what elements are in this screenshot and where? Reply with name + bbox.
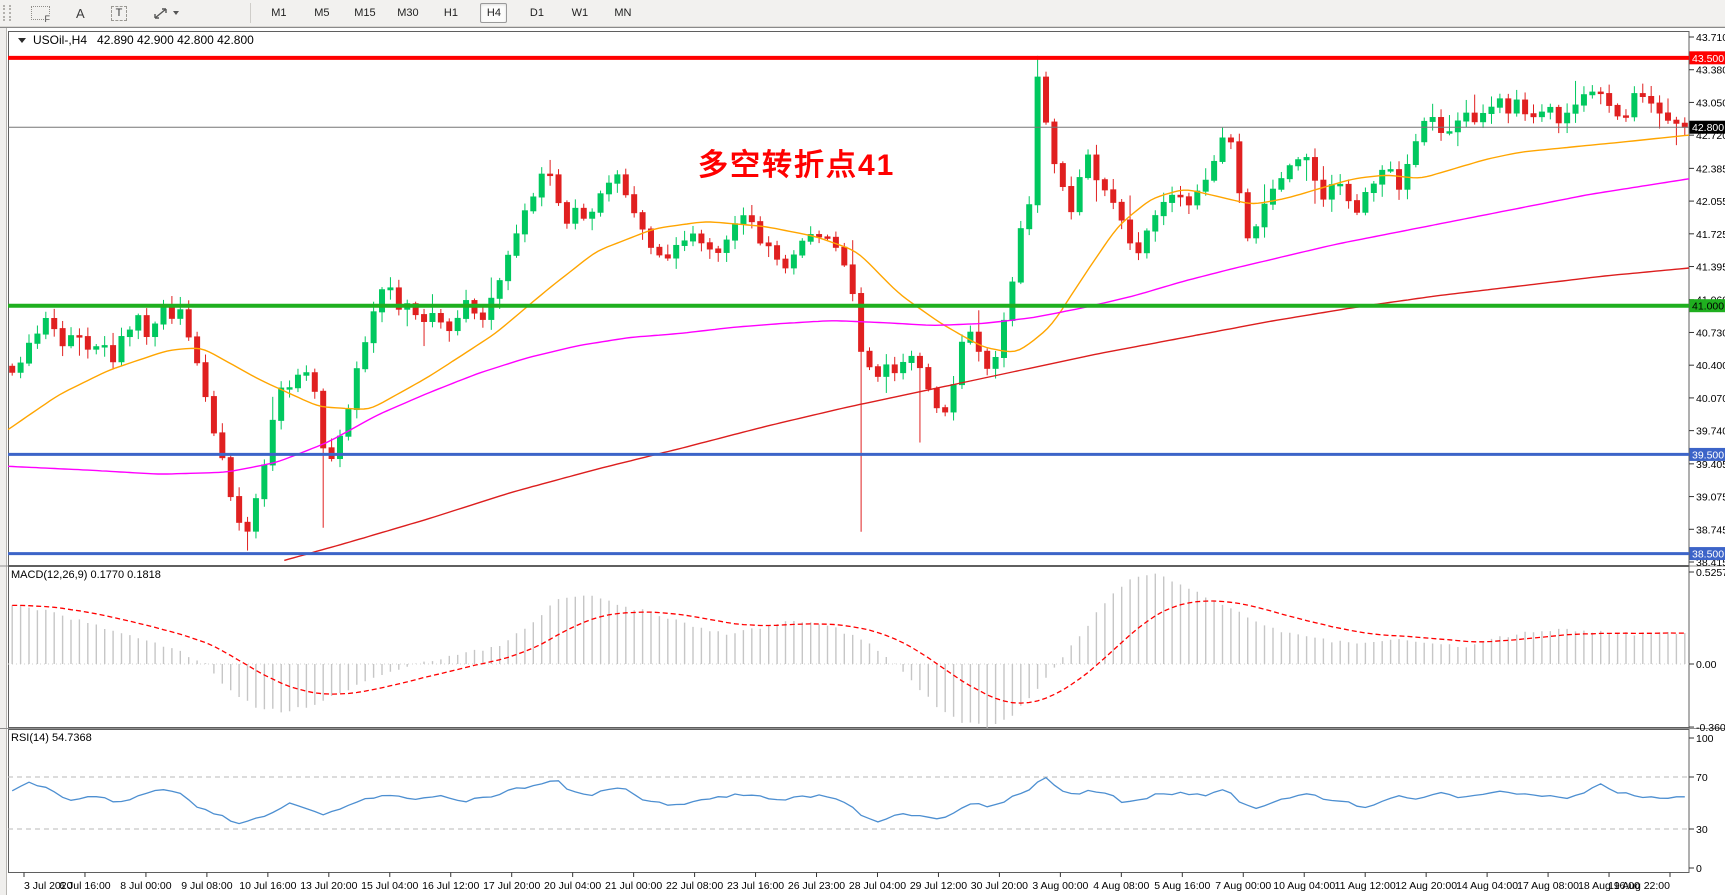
price-badge-38.500: 38.500 xyxy=(1690,547,1725,561)
timeframe-m5-button[interactable]: M5 xyxy=(308,3,335,23)
svg-text:42.385: 42.385 xyxy=(1696,163,1725,175)
svg-text:26 Jul 23:00: 26 Jul 23:00 xyxy=(788,880,845,892)
chart-annotation-text[interactable]: 多空转折点41 xyxy=(698,140,895,184)
svg-text:7 Aug 00:00: 7 Aug 00:00 xyxy=(1215,880,1271,892)
price-badge-43.500: 43.500 xyxy=(1690,51,1725,65)
svg-text:30: 30 xyxy=(1696,824,1708,836)
diagonal-arrows-icon xyxy=(153,7,168,20)
svg-text:41.725: 41.725 xyxy=(1696,229,1725,241)
rsi-line xyxy=(12,778,1685,824)
drawing-tools-button[interactable] xyxy=(150,3,182,23)
price-badge-42.800: 42.800 xyxy=(1690,121,1725,134)
toolbar: F A T M1 M5 M15 M30 H1 H4 D1 W1 MN xyxy=(0,0,1725,27)
svg-text:12 Aug 20:00: 12 Aug 20:00 xyxy=(1395,880,1457,892)
svg-text:9 Jul 08:00: 9 Jul 08:00 xyxy=(181,880,233,892)
svg-text:8 Jul 00:00: 8 Jul 00:00 xyxy=(120,880,172,892)
svg-text:0.00: 0.00 xyxy=(1696,659,1717,671)
svg-text:16 Jul 12:00: 16 Jul 12:00 xyxy=(422,880,479,892)
svg-text:43.500: 43.500 xyxy=(1692,53,1724,65)
svg-text:43.380: 43.380 xyxy=(1696,65,1725,77)
macd-indicator-label: MACD(12,26,9) 0.1770 0.1818 xyxy=(11,569,161,581)
svg-text:14 Aug 04:00: 14 Aug 04:00 xyxy=(1456,880,1518,892)
price-badge-39.500: 39.500 xyxy=(1690,448,1725,462)
macd-histogram xyxy=(12,574,1685,728)
timeframe-m30-button[interactable]: M30 xyxy=(394,3,421,23)
price-axis[interactable]: 43.71043.38043.05042.72042.38542.05541.7… xyxy=(1689,32,1725,875)
svg-text:13 Jul 20:00: 13 Jul 20:00 xyxy=(300,880,357,892)
svg-text:41.395: 41.395 xyxy=(1696,262,1725,274)
symbol-name: USOil-,H4 xyxy=(33,33,87,47)
svg-text:0.5257: 0.5257 xyxy=(1696,567,1725,579)
svg-text:23 Jul 16:00: 23 Jul 16:00 xyxy=(727,880,784,892)
letter-t-icon: T xyxy=(111,6,128,21)
dropdown-caret-icon xyxy=(173,11,179,15)
svg-text:21 Jul 00:00: 21 Jul 00:00 xyxy=(605,880,662,892)
svg-text:5 Aug 16:00: 5 Aug 16:00 xyxy=(1154,880,1210,892)
svg-text:4 Aug 08:00: 4 Aug 08:00 xyxy=(1093,880,1149,892)
toolbar-grip[interactable] xyxy=(3,5,11,21)
text-box-button[interactable]: T xyxy=(108,3,131,23)
timeframe-m15-button[interactable]: M15 xyxy=(351,3,378,23)
letter-a-icon: A xyxy=(76,6,85,21)
timeframe-h1-button[interactable]: H1 xyxy=(437,3,464,23)
timeframe-w1-button[interactable]: W1 xyxy=(566,3,593,23)
svg-text:3 Aug 00:00: 3 Aug 00:00 xyxy=(1032,880,1088,892)
svg-text:39.740: 39.740 xyxy=(1696,426,1725,438)
svg-text:28 Jul 04:00: 28 Jul 04:00 xyxy=(849,880,906,892)
svg-text:40.400: 40.400 xyxy=(1696,360,1725,372)
timeframe-h4-button[interactable]: H4 xyxy=(480,3,507,23)
svg-text:42.800: 42.800 xyxy=(1692,122,1724,134)
svg-text:38.500: 38.500 xyxy=(1692,549,1724,561)
svg-text:38.745: 38.745 xyxy=(1696,524,1725,536)
svg-text:70: 70 xyxy=(1696,772,1708,784)
macd-signal-line xyxy=(12,601,1685,703)
svg-text:42.055: 42.055 xyxy=(1696,196,1725,208)
svg-text:10 Aug 04:00: 10 Aug 04:00 xyxy=(1273,880,1335,892)
rsi-indicator-label: RSI(14) 54.7368 xyxy=(11,732,92,744)
text-label-button[interactable]: A xyxy=(73,3,88,23)
svg-text:43.050: 43.050 xyxy=(1696,97,1725,109)
svg-text:43.710: 43.710 xyxy=(1696,32,1725,44)
symbol-dropdown-icon[interactable] xyxy=(18,38,26,43)
grid-f-icon: F xyxy=(31,6,50,20)
price-badge-41.000: 41.000 xyxy=(1690,299,1725,313)
svg-text:20 Jul 04:00: 20 Jul 04:00 xyxy=(544,880,601,892)
svg-text:100: 100 xyxy=(1696,733,1714,745)
svg-text:40.730: 40.730 xyxy=(1696,327,1725,339)
svg-text:17 Jul 20:00: 17 Jul 20:00 xyxy=(483,880,540,892)
svg-text:19 Aug 22:00: 19 Aug 22:00 xyxy=(1608,880,1670,892)
svg-text:17 Aug 08:00: 17 Aug 08:00 xyxy=(1517,880,1579,892)
svg-text:10 Jul 16:00: 10 Jul 16:00 xyxy=(239,880,296,892)
toolbar-separator xyxy=(250,3,251,23)
timeframe-d1-button[interactable]: D1 xyxy=(523,3,550,23)
symbol-quotes: 42.890 42.900 42.800 42.800 xyxy=(97,33,254,47)
svg-text:22 Jul 08:00: 22 Jul 08:00 xyxy=(666,880,723,892)
svg-text:29 Jul 12:00: 29 Jul 12:00 xyxy=(910,880,967,892)
ma-medium-line xyxy=(8,179,1689,474)
timeframe-mn-button[interactable]: MN xyxy=(609,3,636,23)
svg-text:40.070: 40.070 xyxy=(1696,393,1725,405)
timeframe-m1-button[interactable]: M1 xyxy=(265,3,292,23)
ma-slow-line xyxy=(284,268,1689,560)
svg-text:11 Aug 12:00: 11 Aug 12:00 xyxy=(1335,880,1396,892)
foreground-chart-button[interactable]: F xyxy=(28,3,53,23)
svg-text:15 Jul 04:00: 15 Jul 04:00 xyxy=(361,880,418,892)
svg-text:39.500: 39.500 xyxy=(1692,449,1724,461)
symbol-title: USOil-,H4 42.890 42.900 42.800 42.800 xyxy=(18,33,254,47)
svg-text:39.075: 39.075 xyxy=(1696,492,1725,504)
svg-text:6 Jul 16:00: 6 Jul 16:00 xyxy=(59,880,111,892)
svg-text:41.000: 41.000 xyxy=(1692,301,1724,313)
svg-text:30 Jul 20:00: 30 Jul 20:00 xyxy=(971,880,1028,892)
svg-text:0: 0 xyxy=(1696,863,1702,875)
